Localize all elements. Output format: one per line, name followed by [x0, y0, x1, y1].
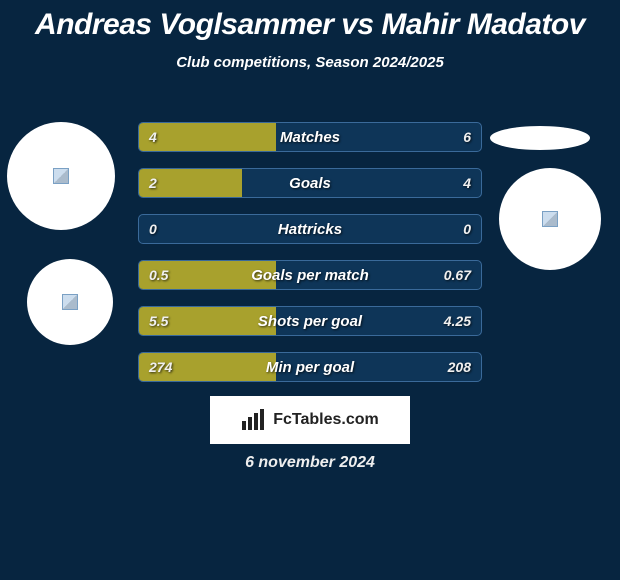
stat-row: 5.5Shots per goal4.25 [138, 306, 482, 336]
stat-label: Min per goal [139, 353, 481, 381]
stats-panel: 4Matches62Goals40Hattricks00.5Goals per … [138, 122, 482, 398]
placeholder-icon [53, 168, 69, 184]
stat-label: Matches [139, 123, 481, 151]
brand-text: FcTables.com [273, 411, 379, 429]
stat-value-right: 0.67 [444, 261, 471, 289]
player1-avatar-large [7, 122, 115, 230]
subtitle: Club competitions, Season 2024/2025 [0, 54, 620, 71]
stat-value-right: 0 [463, 215, 471, 243]
page-title: Andreas Voglsammer vs Mahir Madatov [0, 0, 620, 42]
stat-row: 274Min per goal208 [138, 352, 482, 382]
player2-oval [490, 126, 590, 150]
stat-value-right: 4.25 [444, 307, 471, 335]
brand-icon [241, 409, 267, 431]
stat-row: 4Matches6 [138, 122, 482, 152]
stat-row: 0.5Goals per match0.67 [138, 260, 482, 290]
stat-row: 0Hattricks0 [138, 214, 482, 244]
player1-avatar-small [27, 259, 113, 345]
player2-avatar [499, 168, 601, 270]
stat-row: 2Goals4 [138, 168, 482, 198]
stat-label: Shots per goal [139, 307, 481, 335]
stat-label: Hattricks [139, 215, 481, 243]
date-label: 6 november 2024 [0, 454, 620, 472]
stat-value-right: 6 [463, 123, 471, 151]
stat-value-right: 4 [463, 169, 471, 197]
stat-value-right: 208 [448, 353, 471, 381]
placeholder-icon [542, 211, 558, 227]
placeholder-icon [62, 294, 78, 310]
stat-label: Goals [139, 169, 481, 197]
brand-badge: FcTables.com [210, 396, 410, 444]
stat-label: Goals per match [139, 261, 481, 289]
